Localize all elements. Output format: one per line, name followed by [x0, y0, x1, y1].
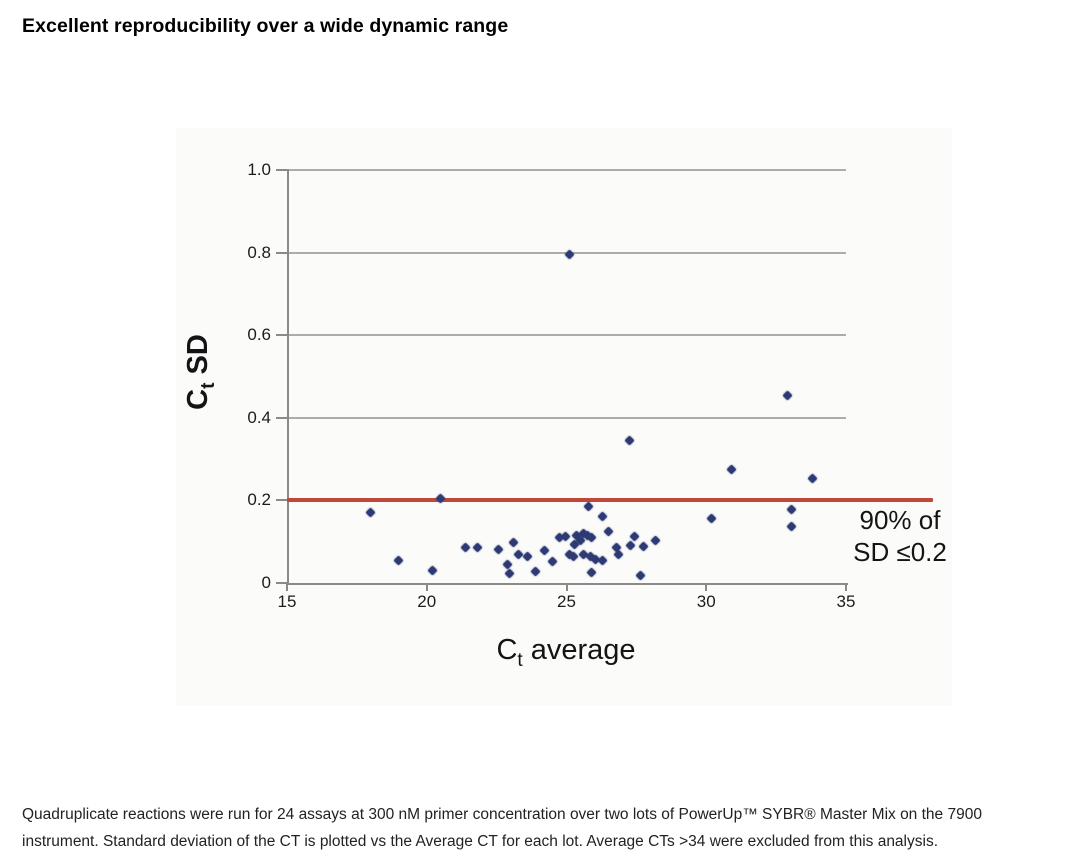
y-axis-label-post: SD	[182, 334, 214, 383]
x-axis-line	[287, 583, 848, 585]
data-point	[650, 535, 661, 545]
data-point	[547, 556, 558, 567]
x-tick-mark	[845, 583, 847, 591]
data-point	[460, 542, 471, 553]
threshold-annotation-line: 90% of	[859, 505, 941, 535]
data-point	[635, 570, 646, 581]
x-tick-label: 20	[417, 592, 437, 611]
x-tick-mark	[286, 583, 288, 591]
y-tick-label: 0	[261, 573, 271, 592]
data-point	[493, 545, 503, 555]
y-tick-label: 0.4	[247, 407, 271, 427]
y-tick-mark	[276, 582, 287, 584]
data-point	[427, 565, 438, 576]
y-axis-line	[287, 169, 289, 585]
y-axis-label-pre: C	[182, 388, 214, 410]
data-point	[504, 568, 515, 579]
data-point	[597, 511, 608, 522]
data-point	[502, 559, 513, 569]
data-point	[586, 567, 597, 578]
data-point	[522, 551, 533, 562]
data-point	[625, 540, 636, 551]
gridline	[289, 334, 846, 337]
data-point	[786, 521, 797, 531]
y-axis-label: Ct SD	[181, 262, 219, 482]
plot-area: 0 0.2 0.4 0.6 0.8 1.0 15 20 25 30 35	[247, 161, 933, 611]
data-point	[603, 526, 614, 537]
y-tick-mark	[276, 334, 287, 337]
data-point	[365, 507, 376, 518]
figure-caption: Quadruplicate reactions were run for 24 …	[22, 801, 1077, 855]
data-point	[726, 464, 737, 474]
x-tick-mark	[705, 583, 708, 591]
gridline	[289, 416, 846, 419]
y-tick-label: 0.6	[247, 325, 271, 345]
y-tick-label: 1.0	[247, 160, 271, 179]
x-tick-label: 35	[836, 592, 856, 611]
y-tick-label: 0.8	[247, 242, 271, 262]
y-tick-mark	[276, 169, 287, 171]
data-point	[539, 545, 550, 556]
chart-figure: Ct SD 0 0.2 0.4 0.6 0.8 1.0 15 20 25 30 35 Ct aver…	[176, 128, 952, 706]
x-tick-mark	[425, 583, 428, 591]
data-point	[583, 501, 594, 512]
data-point	[514, 549, 524, 560]
y-axis-label-sub: t	[197, 382, 219, 389]
data-point	[786, 504, 797, 515]
data-point	[624, 435, 635, 446]
data-point	[706, 513, 717, 524]
threshold-annotation: 90% of SD ≤0.2	[835, 504, 965, 568]
threshold-annotation-line: SD ≤0.2	[853, 537, 947, 567]
y-tick-mark	[276, 416, 287, 419]
data-point	[630, 531, 640, 542]
threshold-line	[287, 498, 933, 503]
page-title: Excellent reproducibility over a wide dy…	[22, 15, 509, 37]
x-tick-mark	[565, 583, 568, 591]
x-axis-label: Ct average	[416, 634, 716, 672]
y-tick-mark	[276, 499, 287, 502]
x-tick-label: 25	[557, 592, 576, 611]
x-axis-label-post: average	[522, 634, 636, 666]
y-tick-label: 0.2	[247, 490, 271, 510]
data-point	[530, 566, 541, 576]
x-axis-label-sub: t	[517, 649, 523, 671]
y-tick-mark	[276, 251, 287, 254]
data-point	[638, 541, 649, 552]
caption-line: Quadruplicate reactions were run for 24 …	[22, 806, 982, 823]
gridline	[289, 169, 846, 171]
x-tick-label: 15	[277, 592, 297, 611]
data-point	[597, 555, 608, 566]
caption-line: instrument. Standard deviation of the CT…	[22, 833, 938, 850]
data-point	[807, 473, 818, 484]
x-tick-label: 30	[696, 592, 716, 611]
data-point	[508, 537, 519, 548]
data-point	[472, 542, 482, 553]
x-axis-label-pre: C	[496, 634, 518, 666]
data-point	[782, 390, 793, 401]
data-point	[393, 555, 404, 566]
